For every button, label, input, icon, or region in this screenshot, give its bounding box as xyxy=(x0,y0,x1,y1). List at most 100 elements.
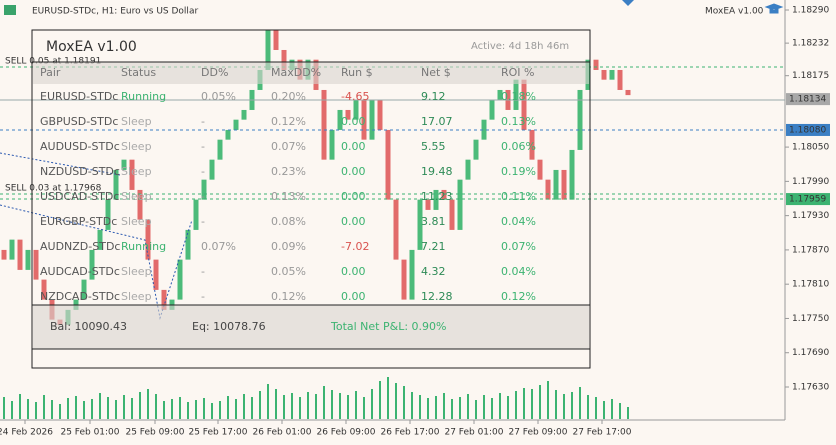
time-label: 25 Feb 09:00 xyxy=(125,428,184,438)
table-cell: 0.12% xyxy=(271,290,306,303)
column-header: Run $ xyxy=(341,66,373,79)
time-label: 26 Feb 01:00 xyxy=(252,428,311,438)
ea-label: MoxEA v1.00 xyxy=(705,7,764,17)
candle xyxy=(137,189,143,220)
candle xyxy=(393,199,399,260)
candle xyxy=(441,189,447,200)
table-cell: 3.81 xyxy=(421,215,446,228)
column-header: MaxDD% xyxy=(271,66,322,79)
table-cell: 0.23% xyxy=(271,165,306,178)
candle xyxy=(17,239,23,270)
time-label: 27 Feb 17:00 xyxy=(572,428,631,438)
candle xyxy=(9,239,15,260)
price-tag xyxy=(786,93,830,106)
table-cell: Sleep xyxy=(121,290,152,303)
price-label: 1.17750 xyxy=(792,314,829,324)
table-cell: Sleep xyxy=(121,115,152,128)
table-cell: 0.19% xyxy=(501,165,536,178)
table-cell: Sleep xyxy=(121,165,152,178)
candle xyxy=(225,129,231,140)
table-cell: NZDCAD-STDc xyxy=(40,290,121,303)
candle xyxy=(25,249,31,270)
candle xyxy=(521,79,527,130)
table-cell: 9.12 xyxy=(421,90,446,103)
price-label: 1.17810 xyxy=(792,280,829,290)
time-label: 25 Feb 17:00 xyxy=(188,428,247,438)
table-cell: - xyxy=(201,115,205,128)
price-tag-label: 1.18080 xyxy=(789,125,826,135)
table-cell: 4.32 xyxy=(421,265,446,278)
table-cell: 0.04% xyxy=(501,215,536,228)
candle xyxy=(201,179,207,200)
candle xyxy=(513,79,519,110)
table-cell: - xyxy=(201,215,205,228)
balance: Bal: 10090.43 xyxy=(50,320,128,333)
time-label: 27 Feb 09:00 xyxy=(508,428,567,438)
candle xyxy=(81,279,87,300)
total-pnl: Total Net P&L: 0.90% xyxy=(331,320,447,333)
column-header: Status xyxy=(121,66,157,79)
table-cell: 0.05% xyxy=(271,265,306,278)
candle xyxy=(545,179,551,200)
candle xyxy=(329,129,335,160)
price-label: 1.18290 xyxy=(792,6,829,16)
table-cell: EURUSD-STDc xyxy=(40,90,119,103)
table-cell: -4.65 xyxy=(341,90,370,103)
candle xyxy=(105,199,111,230)
candle xyxy=(569,149,575,200)
equity: Eq: 10078.76 xyxy=(192,320,266,333)
candle xyxy=(33,249,39,280)
table-cell: 0.00 xyxy=(341,265,366,278)
panel-footer-bg xyxy=(33,305,589,349)
candle xyxy=(233,119,239,130)
candle xyxy=(321,89,327,160)
table-cell: - xyxy=(201,190,205,203)
candle xyxy=(593,59,599,70)
candle xyxy=(41,279,47,300)
candle xyxy=(273,29,279,50)
candle xyxy=(449,199,455,230)
column-header: ROI % xyxy=(501,66,535,79)
candle xyxy=(561,169,567,200)
table-cell: EURGBP-STDc xyxy=(40,215,118,228)
price-label: 1.18232 xyxy=(792,39,829,49)
table-cell: 0.13% xyxy=(501,115,536,128)
table-cell: 0.09% xyxy=(271,240,306,253)
table-cell: - xyxy=(201,165,205,178)
table-cell: - xyxy=(201,140,205,153)
table-cell: AUDNZD-STDc xyxy=(40,240,121,253)
candle xyxy=(609,69,615,80)
table-cell: 0.00 xyxy=(341,115,366,128)
table-cell: NZDUSD-STDc xyxy=(40,165,120,178)
table-cell: AUDUSD-STDc xyxy=(40,140,120,153)
column-header: Net $ xyxy=(421,66,451,79)
table-cell: 0.13% xyxy=(271,190,306,203)
trade-history-line xyxy=(0,152,193,320)
candle xyxy=(481,119,487,140)
table-cell: - xyxy=(201,265,205,278)
candle xyxy=(217,139,223,160)
table-cell: 0.07% xyxy=(201,240,236,253)
table-cell: Sleep xyxy=(121,265,152,278)
table-cell: GBPUSD-STDc xyxy=(40,115,119,128)
time-label: 25 Feb 01:00 xyxy=(60,428,119,438)
candle xyxy=(417,199,423,250)
candle xyxy=(193,199,199,230)
price-tag xyxy=(786,123,830,136)
table-cell: 19.48 xyxy=(421,165,453,178)
table-cell: - xyxy=(201,290,205,303)
time-label: 26 Feb 09:00 xyxy=(316,428,375,438)
candle xyxy=(153,259,159,290)
candle xyxy=(433,189,439,210)
table-cell: 12.28 xyxy=(421,290,453,303)
table-cell: 7.21 xyxy=(421,240,446,253)
price-label: 1.17870 xyxy=(792,245,829,255)
table-cell: 0.07% xyxy=(271,140,306,153)
candle xyxy=(425,199,431,210)
table-cell: 0.00 xyxy=(341,140,366,153)
table-cell: 0.00 xyxy=(341,190,366,203)
candle xyxy=(377,99,383,130)
column-header: Pair xyxy=(40,66,61,79)
window-icon xyxy=(4,5,16,15)
